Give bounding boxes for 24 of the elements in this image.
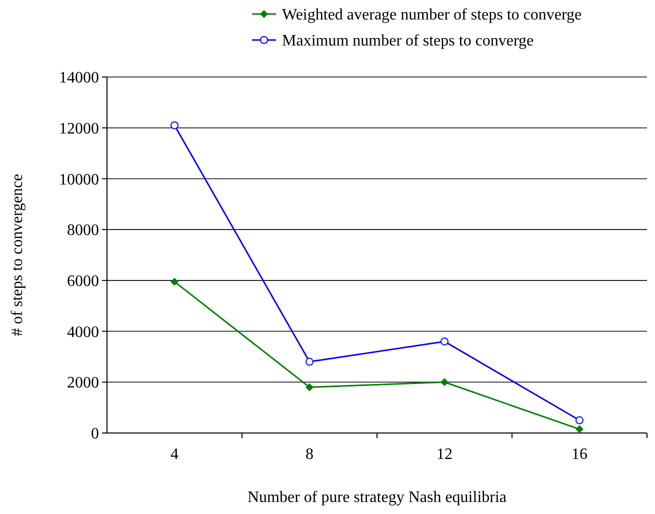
x-axis-title: Number of pure strategy Nash equilibria — [247, 489, 507, 506]
y-tick-label: 0 — [91, 426, 99, 443]
x-tick-label: 16 — [572, 446, 588, 463]
point — [576, 425, 584, 434]
point — [306, 383, 314, 392]
y-tick-label: 14000 — [59, 70, 99, 87]
point — [440, 378, 448, 386]
y-tick-label: 8000 — [67, 222, 99, 240]
x-tick-label: 4 — [170, 446, 178, 463]
legend-label: Weighted average number of steps to converge — [282, 6, 582, 24]
y-axis-title: # of steps to convergence — [9, 174, 26, 336]
y-tick-label: 12000 — [59, 120, 99, 138]
point — [440, 337, 448, 346]
point — [170, 278, 178, 286]
y-tick-label: 2000 — [67, 374, 99, 392]
y-tick-label: 6000 — [67, 273, 99, 290]
point — [576, 416, 584, 424]
point — [170, 121, 178, 130]
legend-label: Maximum number of steps to converge — [282, 32, 534, 50]
y-tick-label: 4000 — [67, 324, 99, 341]
point — [306, 358, 314, 366]
x-tick-label: 12 — [436, 446, 452, 463]
x-tick-label: 8 — [306, 446, 314, 463]
y-tick-label: 10000 — [59, 171, 99, 188]
